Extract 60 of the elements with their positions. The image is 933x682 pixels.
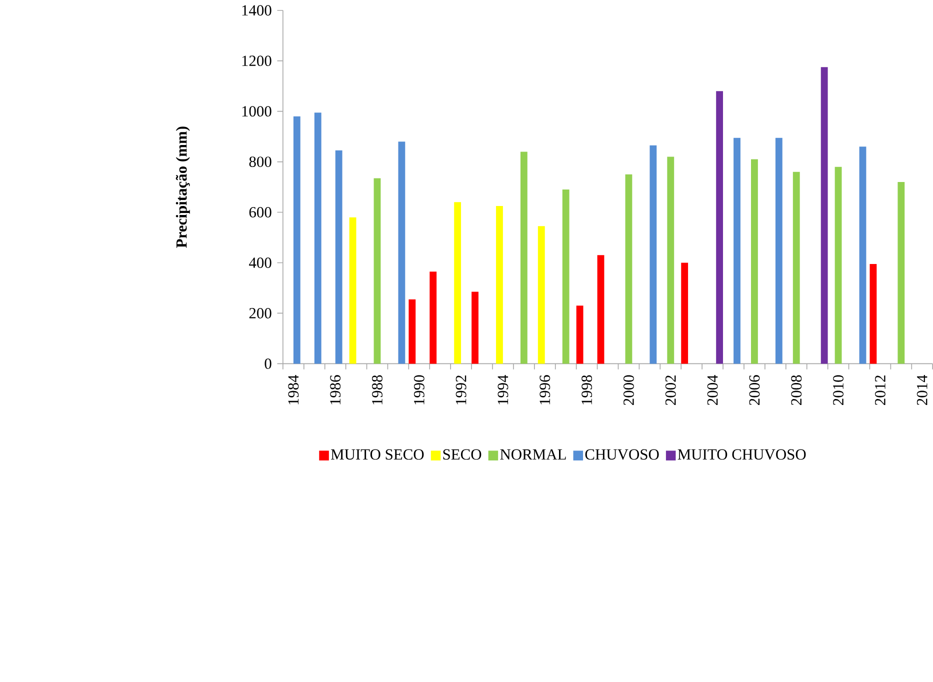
bar — [496, 206, 503, 364]
bar — [898, 182, 905, 364]
bar — [576, 306, 584, 364]
bar — [716, 91, 724, 364]
y-tick-label: 800 — [249, 156, 272, 168]
bar — [834, 166, 842, 364]
bar — [650, 146, 657, 364]
legend-label: MUITO CHUVOSO — [678, 449, 806, 460]
legend-label: SECO — [443, 449, 482, 460]
bar — [293, 116, 300, 364]
y-tick-label: 1000 — [242, 106, 272, 117]
x-tick-label: 2006 — [749, 375, 760, 406]
x-tick-label: 2012 — [874, 376, 886, 406]
x-tick-label: 2002 — [665, 376, 676, 406]
bar — [681, 262, 688, 364]
y-tick-label: 600 — [249, 207, 272, 218]
bar — [538, 226, 545, 364]
y-tick-label: 1200 — [242, 56, 272, 66]
legend-label: CHUVOSO — [585, 449, 659, 460]
bar — [870, 264, 877, 364]
bar — [820, 67, 828, 364]
bar — [335, 150, 342, 364]
x-tick-label: 2008 — [791, 375, 802, 406]
legend-label: NORMAL — [500, 449, 566, 460]
y-tick-label: 0 — [264, 358, 272, 370]
x-tick-label: 1994 — [498, 375, 508, 404]
x-tick-label: 2004 — [707, 375, 718, 406]
bar — [430, 272, 437, 364]
bar — [314, 112, 322, 364]
bar — [667, 156, 674, 364]
bar — [562, 190, 570, 364]
bar — [454, 202, 462, 364]
bar — [734, 138, 740, 364]
bar — [792, 172, 800, 364]
x-tick-label: 1996 — [540, 375, 550, 404]
y-tick-label: 400 — [249, 258, 272, 268]
y-tick-label: 200 — [249, 308, 272, 319]
x-tick-label: 1986 — [330, 375, 341, 404]
x-tick-label: 1988 — [372, 375, 382, 404]
y-axis-title: Precipitação (mm) — [176, 126, 190, 248]
x-tick-label: 2010 — [833, 375, 844, 406]
bar — [398, 142, 406, 364]
x-tick-label: 1990 — [414, 375, 424, 404]
x-tick-label: 2014 — [916, 375, 928, 406]
y-tick-label: 1400 — [242, 5, 272, 16]
bar — [374, 178, 381, 364]
x-tick-label: 1998 — [582, 375, 592, 404]
x-tick-label: 1984 — [288, 375, 299, 404]
bar — [472, 292, 478, 364]
bar — [859, 146, 866, 364]
legend-label: MUITO SECO — [330, 449, 424, 460]
bar — [349, 217, 356, 364]
x-tick-label: 2000 — [624, 375, 634, 406]
bar — [751, 159, 758, 364]
bar — [625, 174, 632, 364]
bar — [597, 255, 604, 364]
x-tick-label: 1992 — [456, 376, 466, 404]
bar — [520, 152, 528, 364]
bar — [408, 299, 416, 364]
bar — [775, 138, 782, 364]
